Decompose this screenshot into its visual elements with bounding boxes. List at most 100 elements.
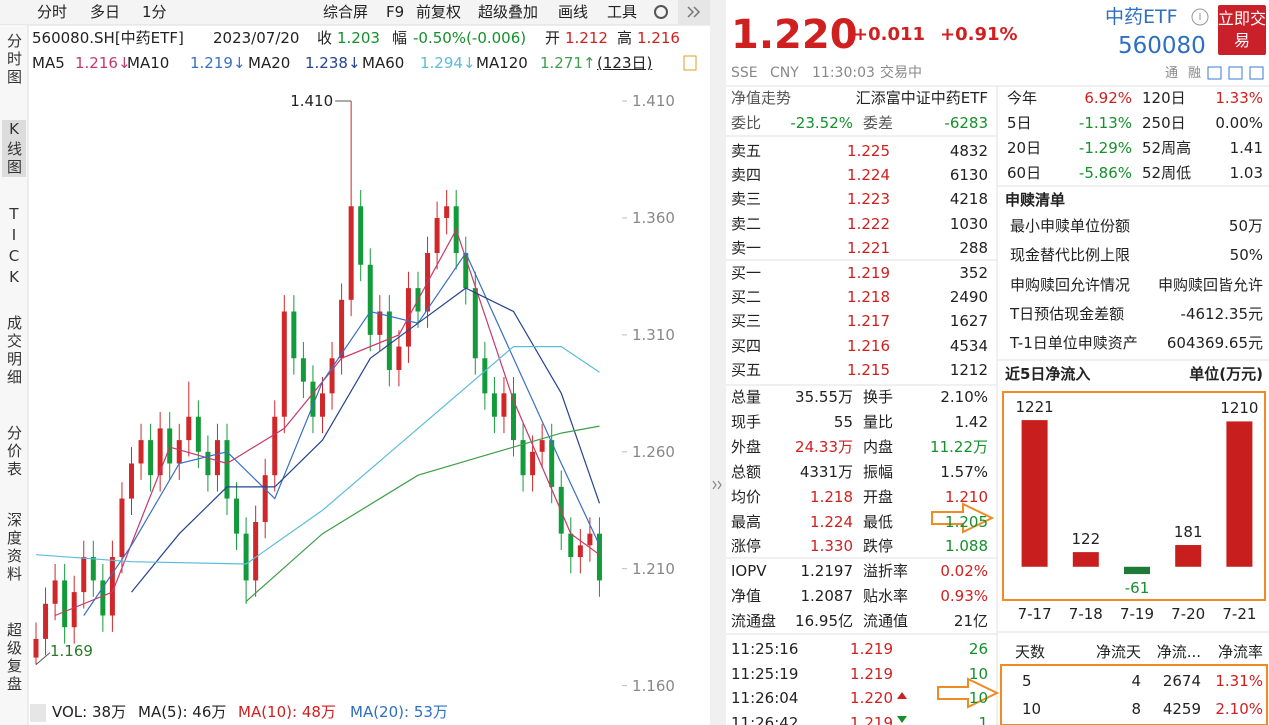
order-volume: 2490: [949, 288, 988, 307]
side-tab[interactable]: K线图: [2, 120, 26, 177]
volume-legend: MA(20): 53万: [350, 703, 448, 721]
label: 最高: [731, 512, 762, 531]
splitter[interactable]: [710, 0, 726, 725]
info-range: -0.50%(-0.006): [413, 29, 527, 47]
order-volume: 1627: [949, 312, 988, 331]
lock-icon[interactable]: [683, 55, 697, 71]
toolbar-tab[interactable]: 分时: [37, 3, 68, 21]
candle-body: [434, 217, 440, 254]
side-tab[interactable]: 分时图: [5, 33, 23, 87]
column-header: 净流...: [1156, 643, 1201, 661]
info-icon[interactable]: [1191, 8, 1209, 26]
value: 1.088: [945, 537, 988, 556]
label: 52周低: [1142, 164, 1192, 182]
order-price: 1.222: [847, 214, 890, 233]
alert-icon[interactable]: [1228, 66, 1243, 80]
ma-line: [35, 346, 600, 565]
value: -5.86%: [1078, 164, 1132, 182]
trade-volume: 1: [978, 713, 988, 725]
label: 250日: [1142, 114, 1186, 132]
tag: 融: [1188, 65, 1202, 81]
side-tab[interactable]: 成交明细: [5, 315, 23, 387]
edit-icon[interactable]: [1207, 66, 1222, 80]
candle-body: [148, 440, 154, 476]
toolbar-button[interactable]: 综合屏: [323, 3, 369, 21]
label: 流通值: [863, 612, 909, 630]
toolbar-tab[interactable]: 多日: [90, 3, 121, 21]
candle-body: [157, 428, 163, 476]
side-tab[interactable]: 深度资料: [5, 512, 23, 584]
candle-body: [348, 206, 354, 300]
price-change-pct: +0.91%: [940, 24, 1018, 45]
volume-legend: VOL: 38万: [52, 703, 127, 721]
order-price: 1.223: [847, 190, 890, 209]
value: 50%: [1229, 246, 1263, 265]
toolbar-tab[interactable]: 1分: [142, 3, 167, 21]
settings-icon[interactable]: [654, 5, 668, 19]
order-level: 买二: [731, 288, 762, 307]
trade-button[interactable]: 立即交易: [1218, 5, 1266, 55]
volume-legend: MA(5): 46万: [138, 703, 227, 721]
period-label[interactable]: (123日): [597, 54, 653, 72]
candle-body: [472, 288, 478, 359]
candle-body: [329, 358, 335, 394]
value: 1.224: [810, 512, 853, 531]
table-cell: 5: [1022, 672, 1032, 690]
up-arrow-icon: [897, 692, 907, 699]
label: 流通盘: [731, 612, 777, 630]
trade-price: 1.219: [850, 664, 893, 683]
legend-label: MA20: [248, 54, 291, 72]
label: 溢折率: [863, 562, 909, 580]
label: 今年: [1007, 89, 1038, 107]
side-tab[interactable]: 超级复盘: [5, 622, 23, 694]
value: 24.33万: [795, 437, 853, 456]
label: 5日: [1007, 114, 1032, 132]
toolbar-button[interactable]: F9: [386, 3, 405, 21]
help-icon[interactable]: [30, 704, 46, 722]
order-level: 卖三: [731, 190, 762, 209]
label: 总额: [731, 462, 762, 481]
ma-line: [245, 425, 600, 602]
side-tab[interactable]: TICK: [5, 205, 23, 289]
candle-body: [358, 206, 364, 265]
value: 604369.65元: [1166, 334, 1263, 353]
value: -23.52%: [790, 114, 853, 132]
share-icon[interactable]: [1249, 66, 1264, 80]
candle-body: [167, 428, 173, 464]
toolbar-button[interactable]: 工具: [607, 3, 638, 21]
value: 50万: [1228, 217, 1263, 235]
label: 委差: [863, 114, 894, 132]
candle-body: [577, 545, 583, 558]
y-tick-label: 1.360: [632, 208, 675, 227]
down-arrow-icon: [897, 716, 907, 723]
toolbar-button[interactable]: 前复权: [416, 3, 462, 21]
bar-value-label: 122: [1071, 530, 1101, 549]
legend-label: MA120: [476, 54, 528, 72]
toolbar-button[interactable]: 超级叠加: [478, 3, 539, 21]
candle-body: [52, 580, 58, 604]
value: 1.57%: [940, 462, 988, 481]
toolbar-button[interactable]: 画线: [558, 3, 589, 21]
pointer-arrow: [931, 502, 995, 534]
ma-line: [131, 287, 601, 593]
label: 振幅: [863, 462, 894, 481]
value: 35.55万: [795, 388, 853, 406]
index-name: 汇添富中证中药ETF: [855, 89, 988, 107]
order-volume: 1030: [949, 214, 988, 233]
info-code: 560080.SH[中药ETF]: [32, 29, 184, 47]
trade-time: 11:25:16: [731, 640, 799, 658]
label[interactable]: 净值走势: [731, 89, 792, 107]
toolbar-bg: [0, 0, 710, 25]
label: 20日: [1007, 139, 1042, 157]
candle-body: [568, 533, 574, 558]
legend-label: MA10: [127, 54, 170, 72]
unit-label: 单位(万元): [1189, 365, 1263, 383]
candle-body: [71, 592, 77, 628]
label: 委比: [731, 114, 762, 132]
side-tab[interactable]: 分价表: [5, 425, 23, 479]
collapse-button[interactable]: [678, 0, 710, 25]
info-close-label: 收: [317, 29, 333, 47]
label: 申购赎回允许情况: [1010, 275, 1131, 294]
order-level: 卖一: [731, 238, 762, 257]
